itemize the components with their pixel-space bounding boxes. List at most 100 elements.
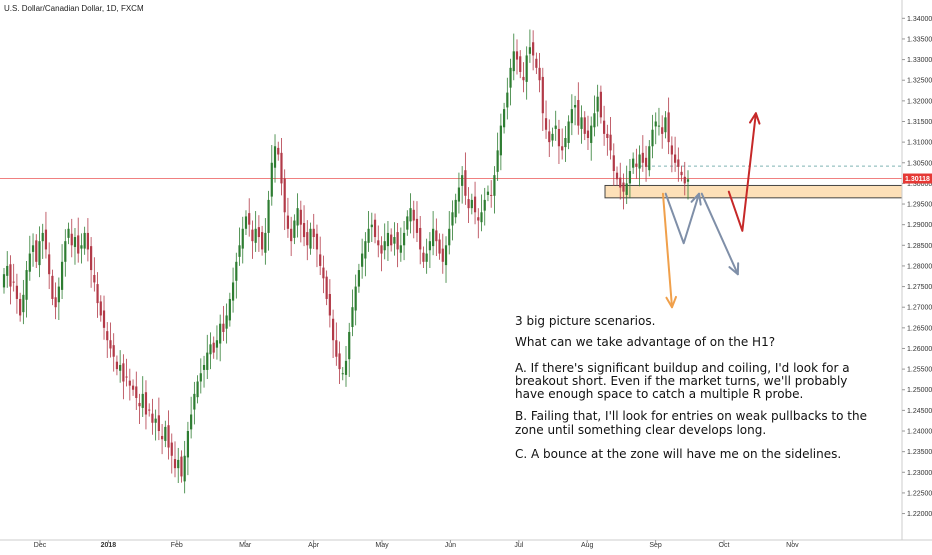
y-tick-label: 1.30500 — [907, 160, 932, 167]
candle-body — [473, 196, 477, 213]
candle-body — [361, 253, 364, 267]
candle-body — [657, 125, 661, 127]
candle-body — [548, 131, 551, 143]
candle-body — [248, 213, 251, 225]
scenario-arrow-a — [661, 192, 673, 309]
candle-body — [377, 240, 380, 246]
candle-body — [573, 104, 577, 108]
candle-body — [419, 227, 422, 250]
candle-body — [173, 459, 177, 469]
x-tick-label: 2018 — [101, 542, 117, 549]
candle-body — [564, 138, 567, 148]
candle-body — [28, 253, 31, 272]
current-price-tag — [903, 173, 932, 184]
candle-body — [67, 228, 70, 238]
candle-body — [22, 294, 25, 313]
y-tick-label: 1.23000 — [907, 470, 932, 477]
arrow-head — [665, 295, 677, 309]
candle-body — [83, 232, 86, 249]
candle-body — [128, 380, 131, 386]
candle-body — [215, 340, 219, 348]
candle-body — [261, 232, 264, 250]
candle-body — [596, 96, 599, 112]
candle-body — [544, 118, 548, 130]
y-tick-label: 1.23500 — [907, 449, 932, 456]
note-line-8: C. A bounce at the zone will have me on … — [515, 447, 841, 461]
scenario-arrow-b1 — [664, 192, 701, 245]
x-tick-label: May — [375, 542, 389, 549]
y-tick-label: 1.31000 — [907, 140, 932, 147]
candle-body — [25, 270, 28, 300]
candle-body — [432, 228, 435, 247]
scenario-arrow-c — [727, 112, 757, 232]
y-tick-label: 1.25500 — [907, 367, 932, 374]
candle-body — [606, 133, 609, 138]
candle-body — [635, 163, 638, 167]
candle-body — [109, 340, 112, 349]
note-line-6: B. Failing that, I'll look for entries o… — [515, 409, 867, 423]
candle-body — [577, 100, 580, 126]
x-tick-label: Apr — [308, 542, 320, 549]
candle-body — [467, 199, 470, 209]
support-zone — [604, 184, 903, 199]
candle-body — [12, 281, 15, 283]
candle-body — [296, 208, 299, 226]
candle-body — [567, 121, 570, 143]
candle-body — [222, 323, 225, 332]
candle-body — [625, 183, 628, 195]
candle-body — [603, 120, 606, 134]
candle-body — [580, 117, 583, 129]
candle-body — [632, 158, 635, 168]
y-tick-label: 1.31500 — [907, 119, 932, 126]
candle-body — [302, 223, 306, 238]
arrow-head — [728, 262, 740, 276]
candle-body — [338, 353, 341, 370]
candle-body — [254, 228, 257, 243]
candle-body — [273, 146, 277, 168]
candle-body — [364, 241, 367, 259]
candle-body — [177, 459, 180, 469]
candle-body — [344, 360, 348, 375]
y-tick-label: 1.27500 — [907, 284, 932, 291]
candle-body — [199, 373, 202, 382]
candle-body — [609, 134, 612, 151]
candle-body — [312, 228, 315, 238]
scenario-notes: 3 big picture scenarios. What can we tak… — [515, 314, 867, 461]
candle-body — [264, 232, 267, 253]
candle-body — [628, 171, 632, 184]
candle-body — [464, 170, 467, 196]
candle-body — [183, 455, 186, 482]
candle-body — [80, 245, 83, 249]
candle-body — [593, 113, 596, 128]
candle-body — [293, 220, 296, 238]
candle-body — [9, 264, 12, 287]
candle-body — [270, 162, 273, 197]
current-price-label: 1.30118 — [905, 176, 930, 183]
candle-body — [454, 199, 457, 218]
candle-body — [622, 182, 625, 192]
candle-body — [212, 342, 215, 353]
candle-body — [57, 286, 60, 303]
candle-body — [509, 67, 512, 88]
candle-body — [680, 171, 683, 176]
candle-body — [277, 147, 280, 155]
candle-body — [406, 216, 409, 230]
candle-body — [193, 393, 196, 410]
candle-body — [86, 232, 89, 250]
candle-body — [35, 240, 38, 262]
candle-body — [331, 318, 335, 341]
candle-body — [122, 363, 125, 382]
candle-body — [422, 252, 425, 262]
candle-body — [412, 209, 415, 221]
candle-body — [160, 435, 164, 440]
candle-body — [180, 456, 183, 477]
candle-body — [157, 415, 160, 432]
candle-body — [38, 241, 41, 266]
note-line-5: have enough space to catch a multiple R … — [515, 387, 803, 401]
candle-body — [164, 426, 167, 441]
candle-body — [202, 364, 206, 370]
candle-body — [141, 393, 144, 408]
candle-body — [428, 241, 431, 251]
